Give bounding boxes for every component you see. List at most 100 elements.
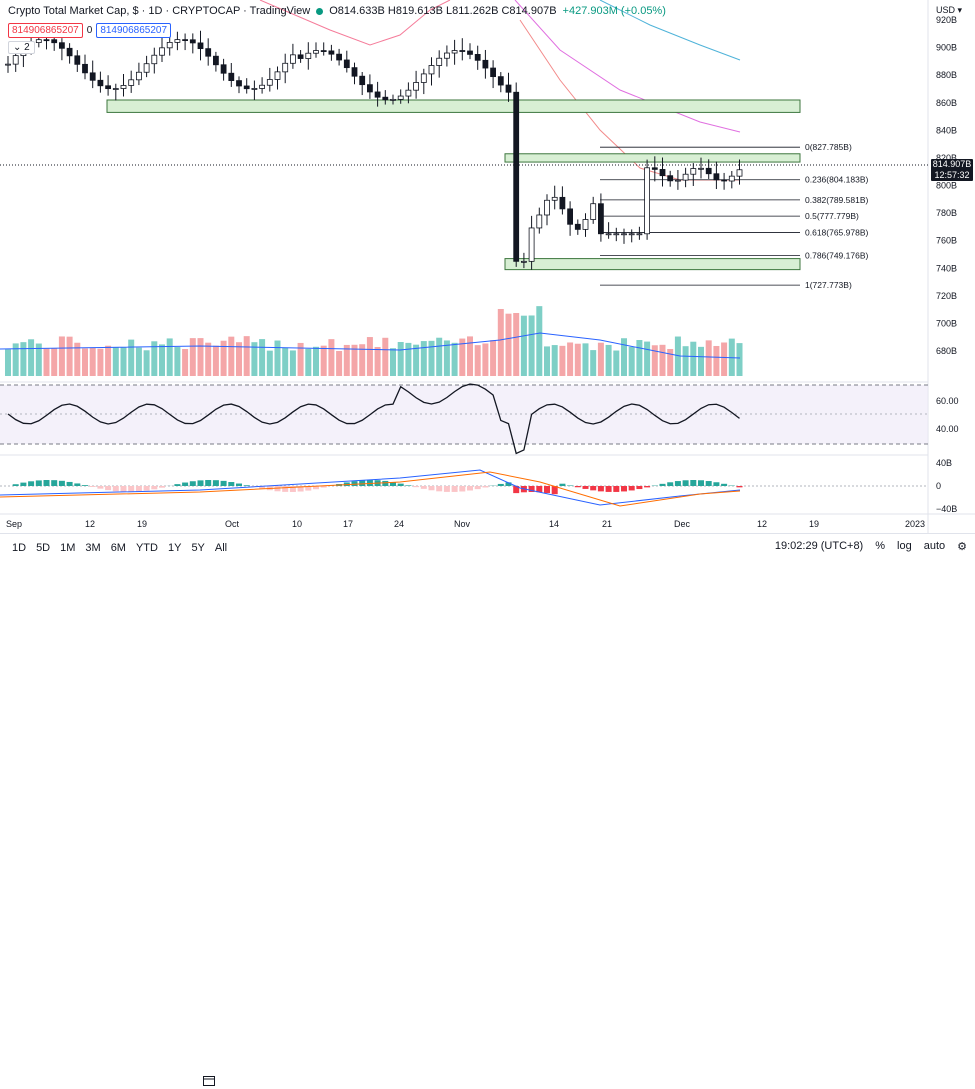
tf-5y[interactable]: 5Y xyxy=(191,542,204,554)
time-tick-label: 17 xyxy=(343,519,353,529)
indicator-box-left[interactable]: 814906865207 xyxy=(8,23,83,38)
volume-bar xyxy=(652,345,658,376)
volume-bar xyxy=(598,343,604,376)
percent-toggle[interactable]: % xyxy=(875,540,885,553)
price-tick-label: 780B xyxy=(936,208,957,218)
volume-bar xyxy=(429,341,435,376)
candle-body xyxy=(491,68,496,77)
volume-bar xyxy=(490,340,496,376)
fib-level-label: 0.618(765.978B) xyxy=(805,227,868,237)
candle-body xyxy=(691,169,696,175)
indicator-count: 2 xyxy=(24,42,30,53)
tf-1d[interactable]: 1D xyxy=(12,542,26,554)
indicator-box-right[interactable]: 814906865207 xyxy=(96,23,171,38)
volume-bar xyxy=(313,347,319,376)
volume-bar xyxy=(405,343,411,376)
candle-body xyxy=(444,53,449,58)
volume-bar xyxy=(20,342,26,376)
ohlc-values: O814.633B H819.613B L811.262B C814.907B xyxy=(329,5,556,17)
macd-histogram-bar xyxy=(544,486,550,493)
candle-body xyxy=(329,51,334,54)
candle-body xyxy=(344,60,349,68)
macd-histogram-bar xyxy=(421,486,427,489)
symbol-title[interactable]: Crypto Total Market Cap, $ · 1D · CRYPTO… xyxy=(8,5,310,17)
candle-body xyxy=(637,234,642,235)
macd-histogram-bar xyxy=(205,480,211,486)
volume-bar xyxy=(475,345,481,376)
macd-histogram-bar xyxy=(436,486,442,491)
macd-histogram-bar xyxy=(28,481,34,486)
tf-3m[interactable]: 3M xyxy=(85,542,100,554)
candle-body xyxy=(652,168,657,170)
fib-level-label: 0.382(789.581B) xyxy=(805,195,868,205)
candle-body xyxy=(298,55,303,59)
settings-gear-icon[interactable]: ⚙ xyxy=(957,540,967,553)
candle-body xyxy=(460,51,465,52)
volume-bar xyxy=(198,338,204,376)
candle-body xyxy=(36,40,41,43)
currency-label[interactable]: USD ▾ xyxy=(936,5,962,16)
volume-bar xyxy=(59,336,65,376)
candle-body xyxy=(537,215,542,228)
price-tick-label: 720B xyxy=(936,291,957,301)
macd-histogram-bar xyxy=(282,486,288,492)
macd-histogram-bar xyxy=(105,486,111,490)
macd-histogram-bar xyxy=(174,484,180,486)
volume-bar xyxy=(498,309,504,376)
candle-body xyxy=(714,174,719,180)
collapse-indicators-button[interactable]: ⌄ 2 xyxy=(8,41,35,54)
macd-histogram-bar xyxy=(236,484,242,486)
candle-body xyxy=(360,76,365,84)
tf-1y[interactable]: 1Y xyxy=(168,542,181,554)
time-tick-label: Nov xyxy=(454,519,471,529)
volume-bar xyxy=(698,347,704,376)
tf-1m[interactable]: 1M xyxy=(60,542,75,554)
chart-canvas[interactable]: 920B900B880B860B840B820B800B780B760B740B… xyxy=(0,0,975,533)
time-tick-label: 12 xyxy=(757,519,767,529)
candle-body xyxy=(321,51,326,52)
tf-6m[interactable]: 6M xyxy=(111,542,126,554)
candle-body xyxy=(383,97,388,100)
tf-ytd[interactable]: YTD xyxy=(136,542,158,554)
volume-bar xyxy=(275,341,281,376)
candle-body xyxy=(475,54,480,60)
tf-all[interactable]: All xyxy=(215,542,227,554)
log-toggle[interactable]: log xyxy=(897,540,912,553)
rsi-band xyxy=(0,385,928,444)
candle-body xyxy=(90,73,95,80)
candle-body xyxy=(545,200,550,215)
volume-bar xyxy=(321,346,327,376)
candle-body xyxy=(560,197,565,209)
macd-histogram-bar xyxy=(36,480,42,486)
price-tick-label: 760B xyxy=(936,236,957,246)
support-zone xyxy=(505,154,800,162)
macd-histogram-bar xyxy=(698,480,704,486)
macd-histogram-bar xyxy=(675,481,681,486)
candle-body xyxy=(506,85,511,92)
auto-toggle[interactable]: auto xyxy=(924,540,945,553)
candle-body xyxy=(106,86,111,89)
candle-body xyxy=(275,72,280,80)
candle-body xyxy=(252,88,257,89)
candle-body xyxy=(437,58,442,65)
price-tick-label: 920B xyxy=(936,15,957,25)
chart-legend: Crypto Total Market Cap, $ · 1D · CRYPTO… xyxy=(8,5,666,17)
candle-body xyxy=(290,55,295,63)
macd-histogram-bar xyxy=(359,480,365,486)
candle-body xyxy=(98,80,103,85)
volume-bar xyxy=(159,344,165,376)
calendar-icon[interactable] xyxy=(203,1075,215,1089)
candle-body xyxy=(575,224,580,229)
macd-histogram-bar xyxy=(221,481,227,486)
candle-body xyxy=(683,174,688,180)
volume-bar xyxy=(244,336,250,376)
support-zone xyxy=(505,259,800,270)
clock-time[interactable]: 19:02:29 (UTC+8) xyxy=(775,540,863,553)
candle-body xyxy=(521,261,526,262)
candle-body xyxy=(221,65,226,73)
candle-body xyxy=(144,64,149,73)
macd-histogram-bar xyxy=(590,486,596,490)
candle-body xyxy=(267,79,272,85)
price-tick-label: 740B xyxy=(936,263,957,273)
tf-5d[interactable]: 5D xyxy=(36,542,50,554)
